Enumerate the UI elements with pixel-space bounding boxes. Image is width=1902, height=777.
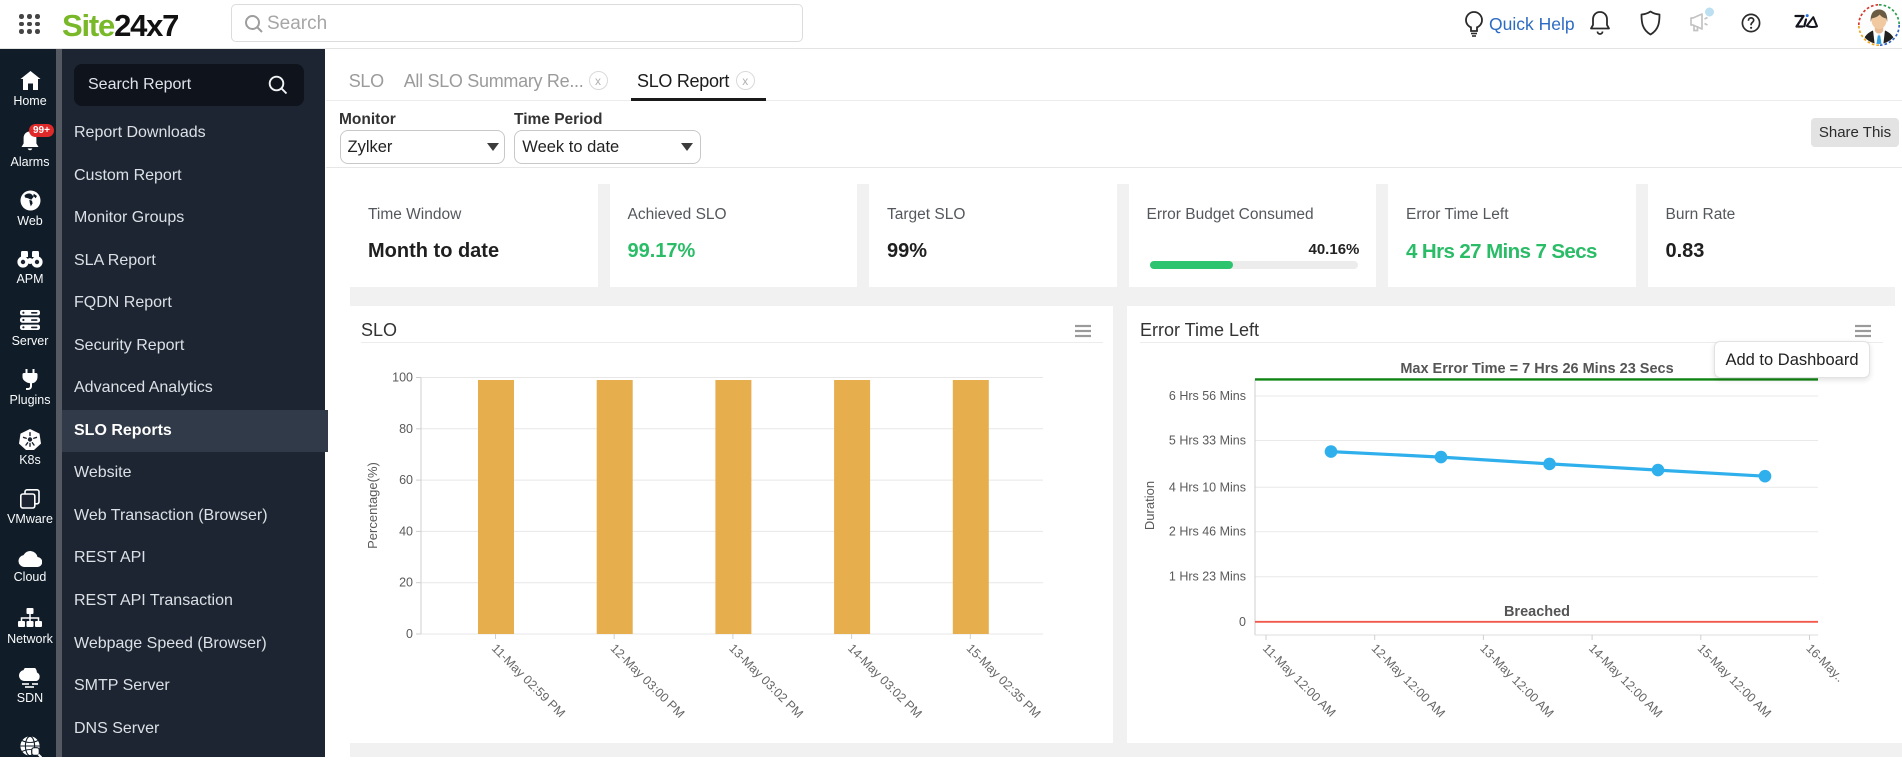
- svg-text:13-May 03:02 PM: 13-May 03:02 PM: [726, 641, 806, 721]
- svg-text:15-May 12:00 AM: 15-May 12:00 AM: [1695, 641, 1774, 720]
- svg-text:60: 60: [399, 473, 413, 487]
- svg-text:80: 80: [399, 422, 413, 436]
- svg-text:11-May 12:00 AM: 11-May 12:00 AM: [1260, 641, 1339, 720]
- svg-text:Error Time Left: Error Time Left: [1140, 320, 1259, 340]
- svg-text:Breached: Breached: [1504, 604, 1570, 620]
- svg-text:Duration: Duration: [1142, 481, 1157, 530]
- svg-text:2 Hrs 46 Mins: 2 Hrs 46 Mins: [1169, 525, 1246, 539]
- svg-text:13-May 12:00 AM: 13-May 12:00 AM: [1477, 641, 1556, 720]
- svg-text:12-May 12:00 AM: 12-May 12:00 AM: [1369, 641, 1448, 720]
- svg-text:0: 0: [1239, 615, 1246, 629]
- svg-text:Percentage(%): Percentage(%): [365, 462, 380, 549]
- svg-text:4 Hrs 10 Mins: 4 Hrs 10 Mins: [1169, 480, 1246, 494]
- svg-text:20: 20: [399, 576, 413, 590]
- svg-text:14-May 12:00 AM: 14-May 12:00 AM: [1586, 641, 1665, 720]
- svg-text:16-May..: 16-May..: [1803, 641, 1847, 685]
- svg-text:6 Hrs 56 Mins: 6 Hrs 56 Mins: [1169, 389, 1246, 403]
- svg-text:100: 100: [392, 371, 413, 385]
- svg-text:1 Hrs 23 Mins: 1 Hrs 23 Mins: [1169, 570, 1246, 584]
- svg-text:11-May 02:59 PM: 11-May 02:59 PM: [489, 641, 568, 720]
- svg-text:40: 40: [399, 524, 413, 538]
- svg-text:SLO: SLO: [361, 320, 397, 340]
- svg-text:5 Hrs 33 Mins: 5 Hrs 33 Mins: [1169, 434, 1246, 448]
- svg-text:14-May 03:02 PM: 14-May 03:02 PM: [845, 641, 925, 721]
- svg-text:0: 0: [406, 627, 413, 641]
- svg-text:15-May 02:35 PM: 15-May 02:35 PM: [964, 641, 1044, 721]
- svg-text:Max Error Time = 7 Hrs 26 Mins: Max Error Time = 7 Hrs 26 Mins 23 Secs: [1400, 361, 1673, 377]
- svg-text:12-May 03:00 PM: 12-May 03:00 PM: [608, 641, 688, 721]
